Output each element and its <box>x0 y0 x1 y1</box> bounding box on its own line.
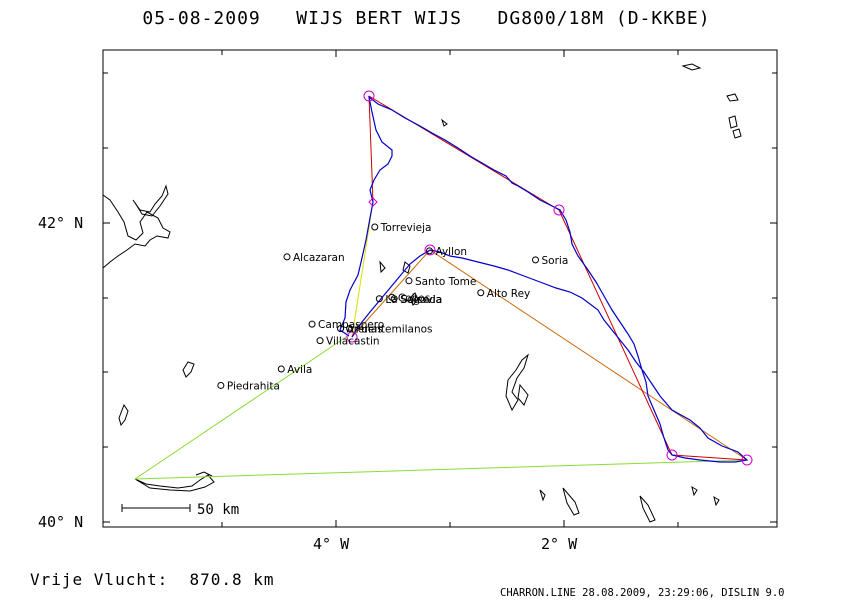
place-marker <box>277 365 285 373</box>
place-label: Campaspero <box>318 319 384 331</box>
lon-label-4w: 4° W <box>313 535 350 553</box>
turnpoint-south <box>666 449 678 461</box>
place-label: Cobos <box>398 292 430 304</box>
distance-label: Vrije Vlucht: <box>30 570 169 589</box>
scale-bar <box>121 504 191 512</box>
task-leg-2 <box>429 249 748 461</box>
place-label: Torrevieja <box>380 222 432 234</box>
place-marker <box>390 295 398 303</box>
place-marker <box>217 381 225 389</box>
place-marker <box>346 325 354 333</box>
lat-label-40: 40° N <box>38 513 83 531</box>
place-marker <box>425 247 433 255</box>
place-label: Arenas <box>347 324 383 336</box>
turnpoint-ayllon <box>424 244 436 256</box>
place-label: Villacastin <box>326 336 380 348</box>
place-labels: Soria Torrevieja Alcazaran Ayllon Santo Tome… <box>217 222 569 392</box>
coastlines <box>102 63 742 523</box>
flight-track <box>339 95 749 463</box>
task-leg-7 <box>351 201 374 338</box>
place-marker <box>283 253 291 261</box>
task-leg-4 <box>558 209 673 456</box>
place-label: Santo Tome <box>415 276 476 288</box>
place-marker <box>375 295 383 303</box>
flight-distance: Vrije Vlucht: 870.8 km <box>30 570 275 589</box>
start-leg-1 <box>134 334 350 480</box>
place-label: Alcazaran <box>293 252 345 264</box>
place-marker <box>532 256 539 264</box>
glider-id: DG800/18M (D-KKBE) <box>497 8 711 29</box>
axis-ticks <box>103 50 777 527</box>
finish-marker <box>368 197 378 207</box>
lat-label-42: 42° N <box>38 214 83 232</box>
place-marker <box>477 289 485 297</box>
distance-value: 870.8 km <box>189 570 275 589</box>
place-label: La Salceda <box>385 294 442 306</box>
scale-bar-label: 50 km <box>197 502 239 518</box>
place-label: Segovia <box>400 294 442 306</box>
place-label: Ayllon <box>435 246 467 258</box>
task-leg-3 <box>671 454 748 461</box>
place-marker <box>337 325 345 333</box>
place-label: Avila <box>287 364 312 376</box>
footer-info: CHARRON.LINE 28.08.2009, 23:29:06, DISLI… <box>500 587 785 599</box>
place-marker <box>405 277 413 285</box>
place-label: Alto Rey <box>487 288 530 300</box>
turnpoint-markers <box>346 90 753 466</box>
place-marker <box>308 320 316 328</box>
turnpoint-fuentemilanos <box>346 331 358 343</box>
turnpoint-north <box>363 90 375 102</box>
task-leg-1 <box>351 249 431 338</box>
place-marker <box>371 223 379 231</box>
pilot-name: WIJS BERT WIJS <box>296 8 462 29</box>
chart-title: 05-08-2009 WIJS BERT WIJS DG800/18M (D-K… <box>0 8 853 29</box>
lon-label-2w: 2° W <box>541 535 578 553</box>
start-leg-2 <box>134 459 748 480</box>
flight-date: 05-08-2009 <box>142 8 261 29</box>
place-label: Piedrahita <box>227 380 280 392</box>
place-marker <box>316 337 324 345</box>
turnpoint-south-east <box>741 454 753 466</box>
place-label: Fuentemilanos <box>356 324 433 336</box>
map-frame <box>102 49 778 528</box>
turnpoint-soria <box>553 204 565 216</box>
place-label: Soria <box>542 255 569 267</box>
